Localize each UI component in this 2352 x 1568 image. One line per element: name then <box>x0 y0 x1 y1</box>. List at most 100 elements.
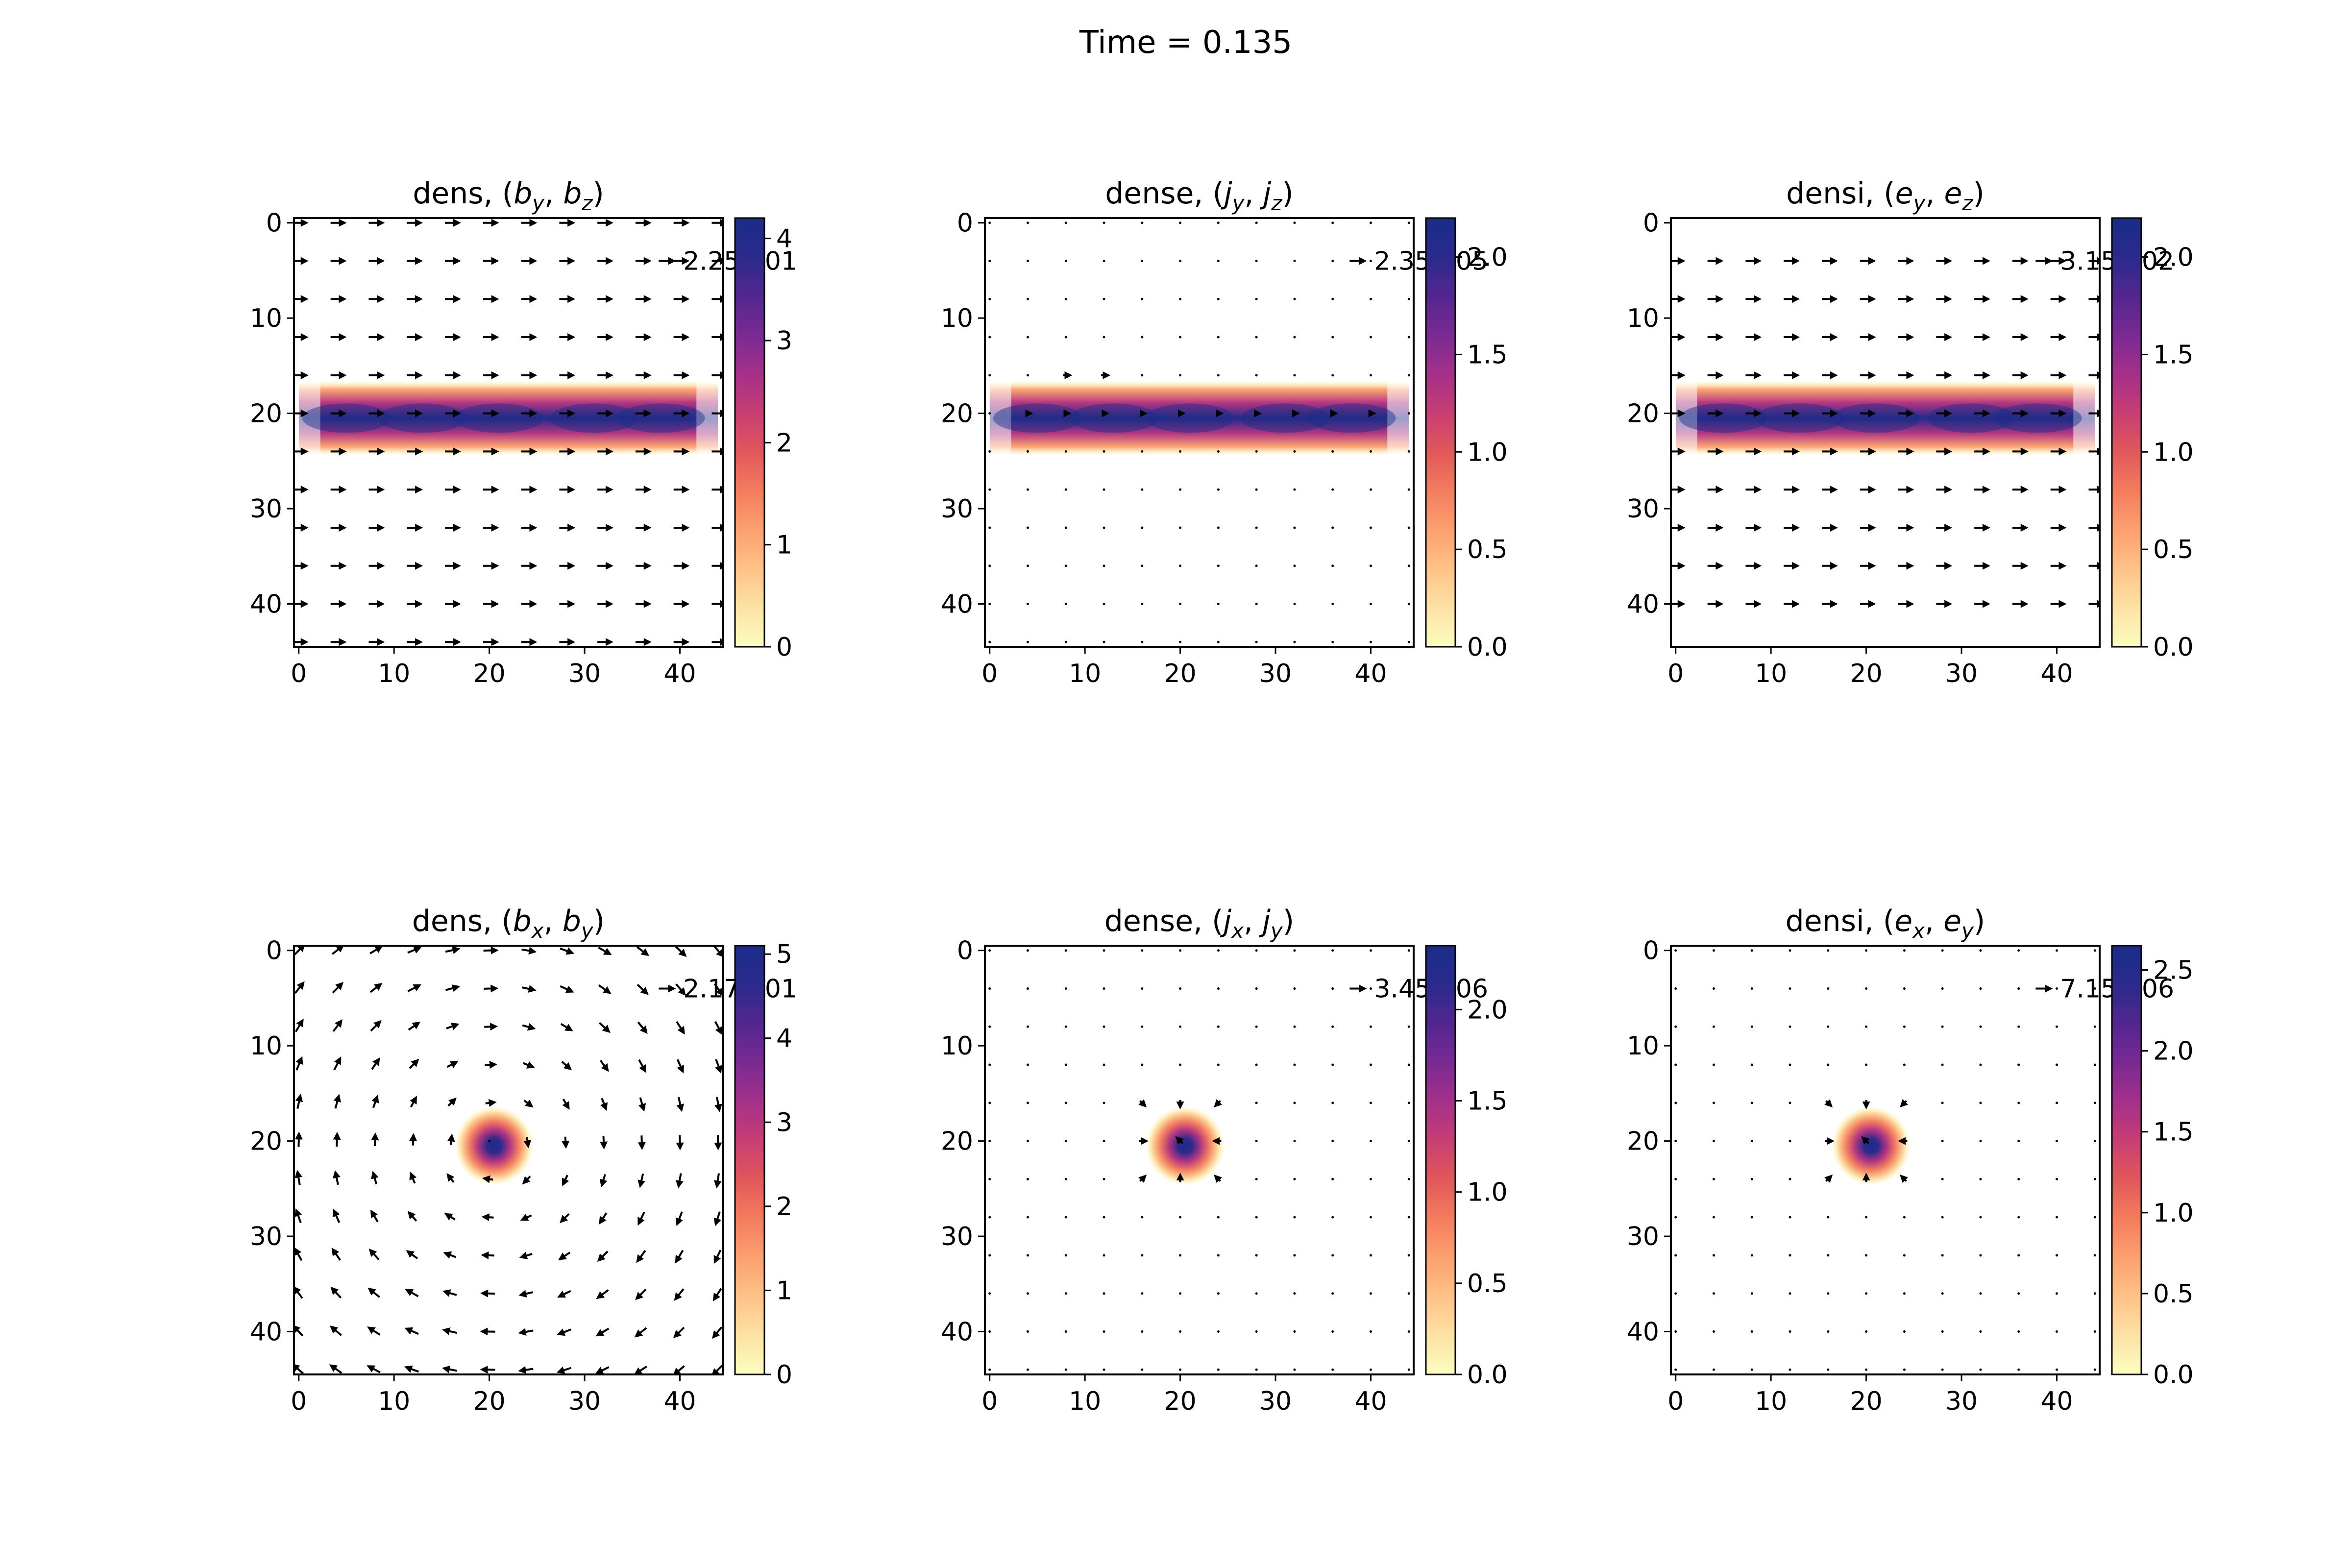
vector-arrow <box>674 1288 685 1301</box>
vector-dot <box>1941 1254 1944 1257</box>
vector-dot <box>1141 949 1144 952</box>
y-tick-label: 10 <box>941 304 973 333</box>
vector-dot <box>1293 1368 1296 1371</box>
vector-dot <box>1027 1368 1029 1371</box>
axes-frame <box>984 217 1415 648</box>
vector-arrow <box>446 1173 455 1183</box>
subplot-p00: dens, (by, bz)0102030400102030402.25e-01… <box>250 176 797 688</box>
vector-dot <box>1255 1025 1258 1028</box>
vector-arrow <box>518 1366 534 1374</box>
vector-dot <box>1788 1330 1791 1333</box>
vector-dot <box>1027 949 1029 952</box>
vector-arrow <box>332 1019 343 1032</box>
vector-dot <box>988 221 991 224</box>
vector-arrow <box>481 1251 494 1259</box>
colorbar-tick-label: 1.0 <box>1467 438 1508 467</box>
vector-dot <box>1217 336 1220 339</box>
vector-dot <box>1293 1254 1296 1257</box>
vector-dot <box>1217 1368 1220 1371</box>
vector-dot <box>1407 488 1410 491</box>
vector-dot <box>2017 1140 2020 1143</box>
vector-arrow <box>634 1366 647 1374</box>
vector-dot <box>1179 1330 1182 1333</box>
vector-dot <box>1788 1025 1791 1028</box>
vector-dot <box>1141 1063 1144 1066</box>
vector-dot <box>1979 1102 1982 1104</box>
vector-dot <box>1903 987 1906 990</box>
colorbar-tick-label: 1.0 <box>1467 1178 1508 1207</box>
vector-arrow <box>409 1172 417 1184</box>
vector-arrow <box>370 1209 379 1223</box>
vector-arrow <box>294 1018 304 1032</box>
vector-arrow <box>295 1094 303 1109</box>
vector-dot <box>1788 1216 1791 1219</box>
y-tick-label: 30 <box>250 1222 282 1251</box>
x-tick-label: 10 <box>1755 659 1787 688</box>
subplot-p12: densi, (ex, ey)0102030400102030407.15e-0… <box>1627 904 2194 1416</box>
vector-dot <box>1217 450 1220 453</box>
vector-arrow <box>519 1251 533 1260</box>
vector-dot <box>1407 260 1410 262</box>
vector-dot <box>1865 1025 1868 1028</box>
vector-dot <box>1750 1330 1753 1333</box>
vector-dot <box>1370 603 1372 605</box>
vector-dot <box>1827 1025 1830 1028</box>
vector-arrow <box>599 1174 608 1188</box>
vector-dot <box>1331 374 1334 377</box>
vector-dot <box>1179 1368 1182 1371</box>
vector-arrow <box>598 947 612 956</box>
vector-dot <box>988 526 991 529</box>
vector-dot <box>988 1368 991 1371</box>
vector-dot <box>1102 1254 1105 1257</box>
y-tick-label: 30 <box>1627 494 1659 524</box>
vector-arrow <box>294 981 305 994</box>
vector-dot <box>1370 1216 1372 1219</box>
vector-dot <box>1141 374 1144 377</box>
vector-field <box>294 219 723 646</box>
vector-arrow <box>523 1100 534 1108</box>
y-tick-label: 0 <box>1643 936 1659 966</box>
y-tick-label: 30 <box>941 494 973 524</box>
vector-dot <box>1027 1102 1029 1104</box>
vector-dot <box>1179 1063 1182 1066</box>
vector-dot <box>1179 488 1182 491</box>
vector-dot <box>1027 1177 1029 1180</box>
vector-dot <box>1903 1292 1906 1295</box>
vector-dot <box>2093 1292 2096 1295</box>
x-tick-label: 40 <box>663 659 696 688</box>
vector-dot <box>988 1063 991 1066</box>
vector-arrow <box>521 947 537 955</box>
vector-dot <box>1179 526 1182 529</box>
y-tick-label: 40 <box>941 590 973 619</box>
vector-dot <box>2093 1140 2096 1143</box>
vector-dot <box>1713 1330 1715 1333</box>
density-peak <box>1832 403 1920 433</box>
vector-dot <box>1027 1216 1029 1219</box>
vector-arrow <box>371 1171 379 1185</box>
vector-dot <box>2056 1140 2058 1143</box>
colorbar-tick-label: 1 <box>776 531 792 560</box>
vector-dot <box>1979 949 1982 952</box>
vector-dot <box>1027 221 1029 224</box>
vector-arrow <box>294 1363 304 1374</box>
vector-dot <box>1331 450 1334 453</box>
axes-frame <box>1670 945 2101 1375</box>
vector-dot <box>1370 488 1372 491</box>
vector-arrow <box>447 1097 457 1107</box>
vector-arrow <box>480 1289 495 1298</box>
vector-dot <box>2056 1368 2058 1371</box>
vector-dot <box>1064 1140 1067 1143</box>
vector-dot <box>1179 1254 1182 1257</box>
vector-dot <box>1407 1254 1410 1257</box>
vector-arrow <box>446 1061 459 1068</box>
vector-dot <box>1407 374 1410 377</box>
vector-dot <box>1064 1102 1067 1104</box>
vector-dot <box>1331 1025 1334 1028</box>
vector-dot <box>988 297 991 300</box>
colorbar-tick-label: 4 <box>776 1024 792 1054</box>
x-tick-label: 30 <box>1945 659 1978 688</box>
vector-dot <box>1827 1254 1830 1257</box>
vector-dot <box>1293 1025 1296 1028</box>
vector-dot <box>1674 1330 1677 1333</box>
